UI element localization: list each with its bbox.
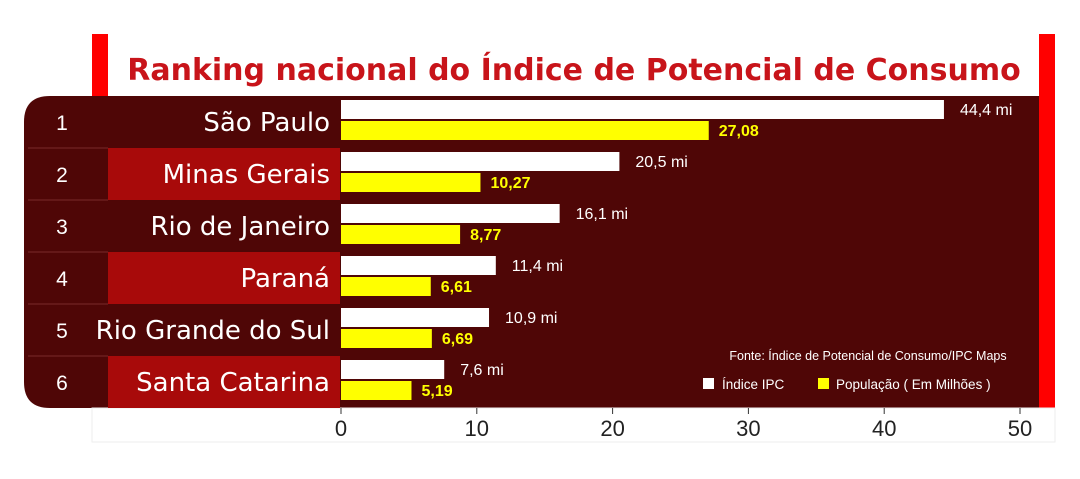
source-note: Fonte: Índice de Potencial de Consumo/IP… [729,348,1006,363]
category-label-rio-de-janeiro: Rio de Janeiro [150,212,330,242]
bar-ipc-rio-grande-do-sul [341,308,490,327]
category-label-sao-paulo: São Paulo [203,108,330,138]
category-band-rio-grande-do-sul [108,304,340,356]
bar-populacao-sao-paulo [341,121,709,140]
bar-populacao-rio-de-janeiro [341,225,461,244]
x-axis-ticks: 0 10 20 30 40 50 [335,408,1032,441]
data-label-ipc-minas-gerais: 20,5 mi [635,154,687,171]
rank-number: 1 [56,112,68,135]
chart-title: Ranking nacional do Índice de Potencial … [127,52,1020,88]
x-tick-label: 50 [1008,416,1032,441]
legend-swatch-ipc [703,378,714,389]
category-band-santa-catarina [108,356,340,408]
category-band-minas-gerais [108,148,340,200]
bar-populacao-minas-gerais [341,173,481,192]
legend-label-ipc: Índice IPC [722,377,785,392]
bar-populacao-rio-grande-do-sul [341,329,432,348]
data-label-ipc-sao-paulo: 44,4 mi [960,102,1012,119]
category-label-santa-catarina: Santa Catarina [136,368,330,398]
bar-ipc-parana [341,256,496,275]
category-rows: 1 São Paulo 2 Minas Gerais 3 Rio de Janeiro 4 P… [28,96,340,408]
data-label-ipc-parana: 11,4 mi [512,258,563,275]
bar-populacao-santa-catarina [341,381,412,400]
legend-label-populacao: População ( Em Milhões ) [836,377,991,392]
data-label-ipc-rio-de-janeiro: 16,1 mi [576,206,628,223]
bar-ipc-santa-catarina [341,360,445,379]
plot-background [340,96,1039,408]
category-band-parana [108,252,340,304]
data-label-ipc-rio-grande-do-sul: 10,9 mi [505,310,557,327]
data-label-populacao-parana: 6,61 [441,279,472,296]
rank-number: 4 [56,268,68,291]
axis-area [91,407,1056,443]
category-label-rio-grande-do-sul: Rio Grande do Sul [96,316,330,346]
data-label-populacao-minas-gerais: 10,27 [490,175,530,192]
rank-number: 5 [56,320,68,343]
rank-number: 6 [56,372,68,395]
data-label-populacao-santa-catarina: 5,19 [421,383,452,400]
x-tick-label: 40 [872,416,896,441]
category-label-minas-gerais: Minas Gerais [163,160,330,190]
rank-number: 2 [56,164,68,187]
data-label-populacao-rio-grande-do-sul: 6,69 [442,331,473,348]
bar-populacao-parana [341,277,431,296]
x-tick-label: 30 [736,416,760,441]
x-tick-label: 20 [600,416,624,441]
legend-swatch-populacao [818,378,829,389]
x-tick-label: 0 [335,416,347,441]
data-label-ipc-santa-catarina: 7,6 mi [460,362,504,379]
category-band-rio-de-janeiro [108,200,340,252]
bar-ipc-rio-de-janeiro [341,204,560,223]
rank-number: 3 [56,216,68,239]
bar-ipc-sao-paulo [341,100,944,119]
x-tick-label: 10 [465,416,489,441]
data-label-populacao-sao-paulo: 27,08 [719,123,759,140]
category-band-sao-paulo [108,96,340,148]
bar-ipc-minas-gerais [341,152,620,171]
bars: 44,4 mi 27,08 20,5 mi 10,27 16,1 mi 8,77 11,4 … [341,100,1012,400]
right-red-border [1039,34,1055,408]
category-label-parana: Paraná [241,264,330,294]
data-label-populacao-rio-de-janeiro: 8,77 [470,227,501,244]
legend: Índice IPC População ( Em Milhões ) [703,377,991,392]
